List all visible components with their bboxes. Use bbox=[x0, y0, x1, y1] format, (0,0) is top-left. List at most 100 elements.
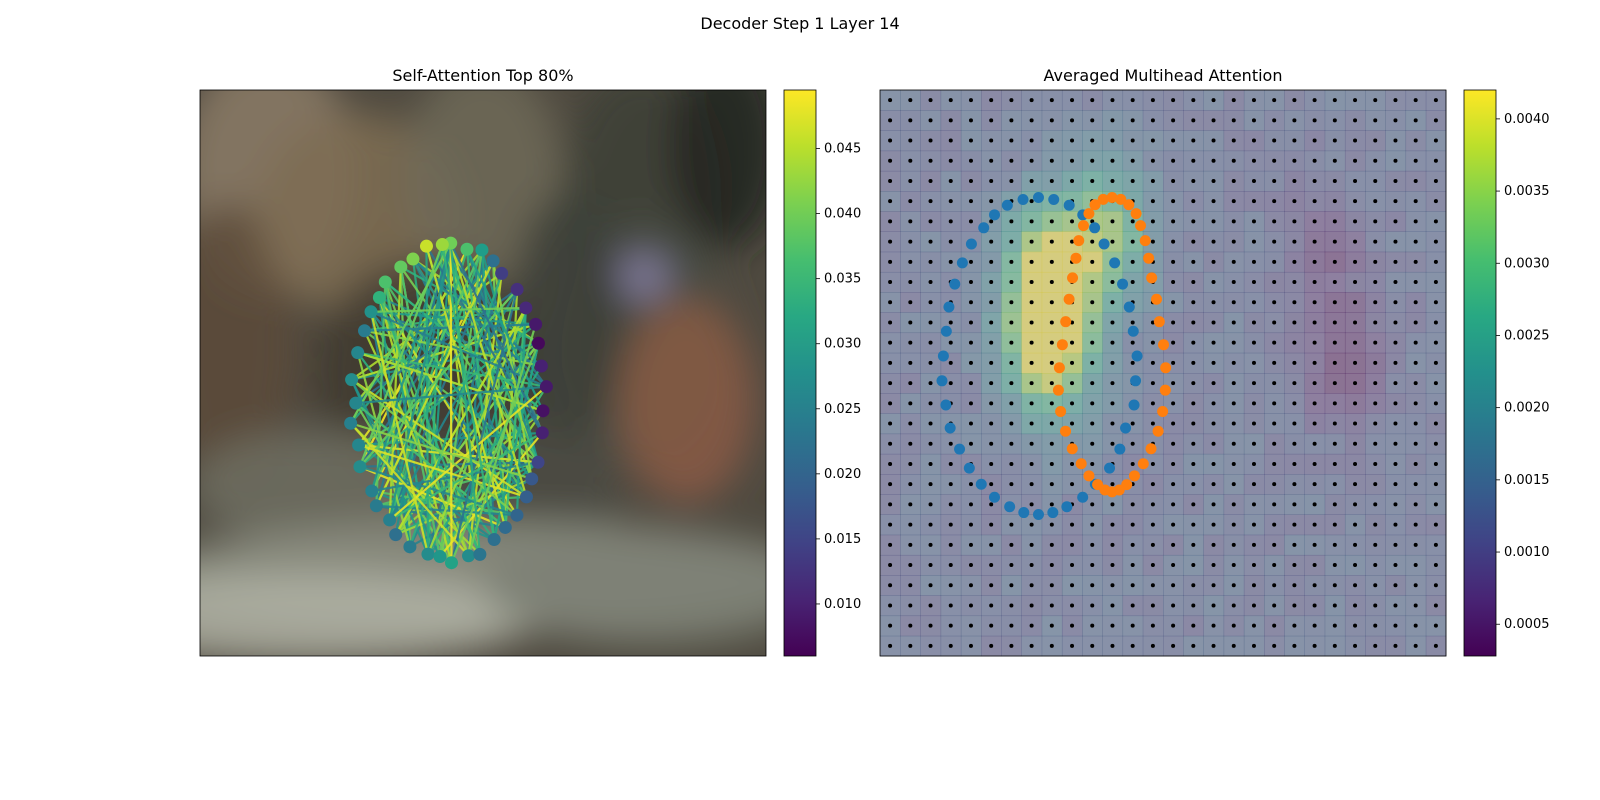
grid-point bbox=[968, 482, 973, 487]
grid-point bbox=[1433, 522, 1438, 527]
grid-point bbox=[1292, 522, 1297, 527]
grid-point bbox=[1272, 360, 1277, 365]
grid-point bbox=[1413, 643, 1418, 648]
attention-node bbox=[519, 301, 533, 315]
grid-point bbox=[1393, 502, 1398, 507]
grid-point bbox=[989, 643, 994, 648]
grid-point bbox=[1332, 118, 1337, 123]
grid-point bbox=[1090, 421, 1095, 426]
grid-point bbox=[888, 381, 893, 386]
grid-point bbox=[1231, 421, 1236, 426]
grid-point bbox=[1150, 219, 1155, 224]
grid-point bbox=[908, 583, 913, 588]
grid-point bbox=[1150, 461, 1155, 466]
right-axes-frame bbox=[879, 89, 1447, 657]
grid-point bbox=[1272, 461, 1277, 466]
grid-point bbox=[928, 603, 933, 608]
grid-point bbox=[1191, 280, 1196, 285]
inner-point bbox=[1152, 425, 1164, 437]
grid-point bbox=[948, 158, 953, 163]
grid-point bbox=[1353, 98, 1358, 103]
attention-edge bbox=[350, 379, 441, 558]
grid-point bbox=[1110, 178, 1115, 183]
grid-point bbox=[1433, 381, 1438, 386]
grid-point bbox=[1211, 320, 1216, 325]
grid-point bbox=[1312, 421, 1317, 426]
grid-point bbox=[928, 502, 933, 507]
grid-point bbox=[1393, 643, 1398, 648]
outer-point bbox=[965, 238, 977, 250]
grid-point bbox=[1312, 199, 1317, 204]
attention-node bbox=[406, 252, 420, 266]
grid-point bbox=[1353, 623, 1358, 628]
grid-point bbox=[1373, 98, 1378, 103]
grid-point bbox=[1332, 502, 1337, 507]
grid-point bbox=[1413, 280, 1418, 285]
colorbar-gradient bbox=[783, 89, 817, 657]
grid-point bbox=[1130, 421, 1135, 426]
attention-node bbox=[358, 324, 372, 338]
grid-point bbox=[1413, 199, 1418, 204]
grid-point bbox=[1130, 340, 1135, 345]
grid-point bbox=[1433, 118, 1438, 123]
grid-point bbox=[1130, 360, 1135, 365]
grid-point bbox=[908, 199, 913, 204]
grid-point bbox=[928, 482, 933, 487]
grid-point bbox=[1292, 421, 1297, 426]
outer-point bbox=[1061, 501, 1073, 513]
inner-point bbox=[1075, 458, 1087, 470]
grid-point bbox=[1029, 623, 1034, 628]
grid-point bbox=[1332, 239, 1337, 244]
grid-point bbox=[1191, 219, 1196, 224]
colorbar-tick-label: 0.0030 bbox=[1504, 256, 1550, 271]
grid-point bbox=[1312, 158, 1317, 163]
grid-point bbox=[1070, 482, 1075, 487]
grid-point bbox=[1090, 360, 1095, 365]
attention-node bbox=[525, 472, 539, 486]
grid-point bbox=[1049, 158, 1054, 163]
image-underlay bbox=[880, 90, 1446, 656]
grid-point bbox=[908, 643, 913, 648]
grid-point bbox=[888, 360, 893, 365]
grid-point bbox=[1171, 340, 1176, 345]
series-inner-points bbox=[1052, 192, 1172, 498]
grid-point bbox=[1171, 381, 1176, 386]
grid-point bbox=[888, 280, 893, 285]
grid-point bbox=[1292, 401, 1297, 406]
grid-point bbox=[1191, 320, 1196, 325]
left-axes-frame bbox=[199, 89, 767, 657]
grid-point bbox=[1029, 643, 1034, 648]
grid-point bbox=[888, 340, 893, 345]
grid-point bbox=[948, 118, 953, 123]
grid-point bbox=[1110, 300, 1115, 305]
grid-point bbox=[1312, 280, 1317, 285]
grid-point bbox=[1110, 542, 1115, 547]
outer-point bbox=[1032, 192, 1044, 204]
grid-point bbox=[1029, 603, 1034, 608]
grid-point bbox=[1029, 280, 1034, 285]
grid-point bbox=[1171, 583, 1176, 588]
grid-point bbox=[1353, 280, 1358, 285]
inner-point bbox=[1137, 458, 1149, 470]
inner-point bbox=[1089, 199, 1101, 211]
grid-point bbox=[1090, 158, 1095, 163]
grid-point bbox=[1231, 441, 1236, 446]
outer-point bbox=[1004, 501, 1016, 513]
grid-point bbox=[948, 199, 953, 204]
grid-point bbox=[1292, 583, 1297, 588]
grid-point bbox=[989, 563, 994, 568]
grid-point bbox=[1292, 603, 1297, 608]
grid-point bbox=[1211, 401, 1216, 406]
grid-point bbox=[1433, 178, 1438, 183]
outer-point bbox=[1018, 507, 1030, 519]
grid-point bbox=[1373, 300, 1378, 305]
grid-point bbox=[1090, 542, 1095, 547]
attention-edge bbox=[355, 385, 547, 405]
grid-point bbox=[1433, 98, 1438, 103]
grid-point bbox=[1312, 603, 1317, 608]
grid-point bbox=[1332, 603, 1337, 608]
grid-point bbox=[1413, 300, 1418, 305]
grid-point bbox=[1393, 623, 1398, 628]
grid-point bbox=[888, 219, 893, 224]
